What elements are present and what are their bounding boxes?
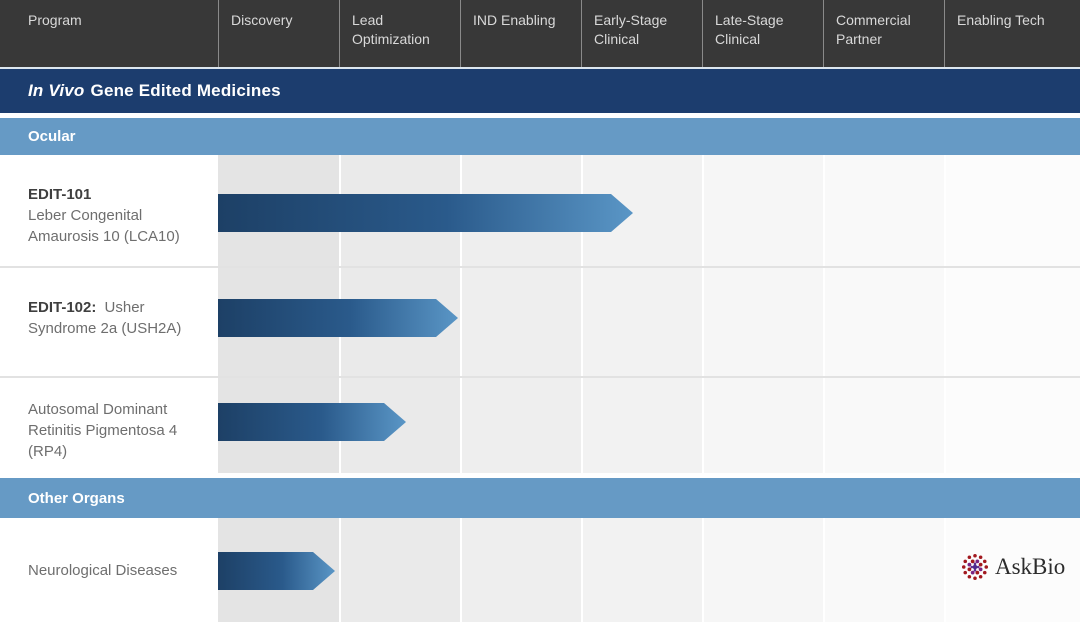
stripe-enabling-tech [944,155,1080,622]
header-col-ind-enabling: IND Enabling [460,0,581,67]
category-title-italic: In Vivo [28,81,85,100]
band-gap [0,113,1080,118]
program-label-rp4: Autosomal Dominant Retinitis Pigmentosa … [28,399,206,462]
pipeline-bar-edit-101 [218,194,633,232]
stripe-lead-optimization [339,155,460,622]
stage-column-stripes [218,155,1080,622]
header-col-late-stage-clinical: Late-Stage Clinical [702,0,823,67]
stripe-discovery [218,155,339,622]
stripe-late-stage-clinical [702,155,823,622]
askbio-logo-text: AskBio [995,554,1066,579]
program-label-edit-101: EDIT-101 Leber Congenital Amaurosis 10 (… [28,184,206,247]
pipeline-bar-rp4 [218,403,406,441]
category-title: Gene Edited Medicines [90,81,281,100]
program-code: EDIT-102: [28,299,97,316]
program-label-neurological: Neurological Diseases [28,560,206,581]
band-gap [0,473,1080,478]
program-indication: Usher Syndrome 2a (USH2A) [28,299,182,337]
header-divider [0,67,1080,69]
askbio-logo: AskBio [960,552,1065,582]
row-divider [0,376,1080,378]
row-divider [0,266,1080,268]
program-code: EDIT-101 [28,186,92,203]
program-indication: Autosomal Dominant Retinitis Pigmentosa … [28,401,178,460]
virus-capsid-icon [961,553,989,581]
program-indication: Neurological Diseases [28,562,178,579]
stripe-ind-enabling [460,155,581,622]
header-col-program: Program [28,12,82,28]
program-indication: Leber Congenital Amaurosis 10 (LCA10) [28,207,180,245]
category-band-in-vivo: In Vivo Gene Edited Medicines [0,69,1080,113]
pipeline-bar-edit-102 [218,299,458,337]
header-col-early-stage-clinical: Early-Stage Clinical [581,0,702,67]
stripe-commercial-partner [823,155,944,622]
header-col-enabling-tech: Enabling Tech [944,0,1080,67]
header-col-lead-optimization: Lead Optimization [339,0,460,67]
header-col-discovery: Discovery [218,0,339,67]
subcategory-label: Ocular [28,128,76,145]
subcategory-band-ocular: Ocular [0,118,1080,155]
program-label-edit-102: EDIT-102: Usher Syndrome 2a (USH2A) [28,297,206,339]
header-col-commercial-partner: Commercial Partner [823,0,944,67]
pipeline-bar-neurological [218,552,335,590]
stage-header-row: Program Discovery Lead Optimization IND … [0,0,1080,67]
subcategory-band-other-organs: Other Organs [0,478,1080,518]
stripe-early-stage-clinical [581,155,702,622]
subcategory-label: Other Organs [28,489,125,507]
